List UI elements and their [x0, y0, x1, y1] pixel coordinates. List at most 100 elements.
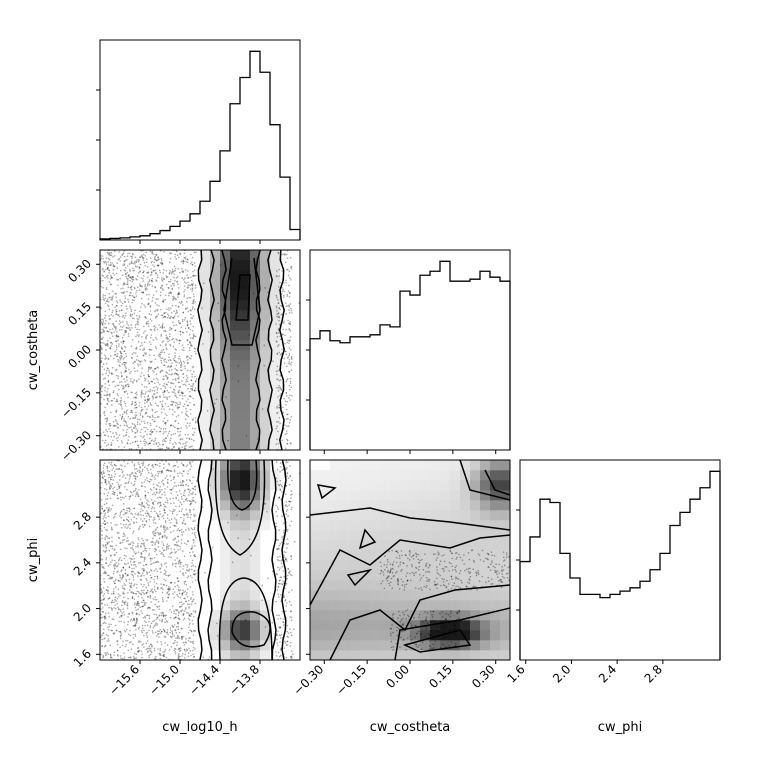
scatter-point [167, 376, 169, 379]
scatter-point [143, 542, 145, 544]
scatter-point [105, 262, 108, 264]
scatter-point [145, 287, 147, 289]
scatter-point [133, 379, 136, 381]
scatter-point [175, 632, 178, 634]
scatter-point [185, 650, 187, 652]
scatter-point [161, 471, 164, 474]
scatter-point [279, 634, 282, 637]
scatter-point [189, 288, 192, 290]
scatter-point [290, 520, 293, 523]
scatter-point [164, 358, 166, 360]
scatter-point [118, 403, 120, 405]
density-cell [320, 630, 331, 641]
scatter-point [161, 277, 163, 279]
scatter-point [105, 357, 108, 360]
scatter-point [135, 619, 138, 621]
density-cell [480, 590, 491, 601]
scatter-point [109, 653, 112, 656]
scatter-point [134, 625, 137, 628]
scatter-point [163, 422, 166, 424]
scatter-point [276, 633, 278, 635]
scatter-point [183, 610, 186, 612]
scatter-point [153, 328, 156, 330]
scatter-point [159, 430, 161, 433]
scatter-point [138, 463, 140, 466]
scatter-point [142, 585, 144, 588]
density-cell [250, 400, 261, 411]
density-cell [260, 440, 271, 451]
scatter-point [176, 312, 179, 314]
scatter-point [290, 349, 292, 351]
scatter-point [250, 554, 252, 557]
scatter-point [275, 443, 278, 445]
scatter-point [184, 653, 186, 656]
density-cell [440, 640, 451, 651]
scatter-point [152, 632, 154, 634]
density-cell [360, 590, 371, 601]
scatter-point [105, 394, 107, 397]
scatter-point [138, 649, 141, 652]
scatter-point [190, 598, 192, 600]
density-cell [370, 590, 381, 601]
scatter-point [282, 288, 284, 291]
scatter-point [120, 516, 123, 519]
density-cw_log10_h-vs-cw_phi [210, 460, 281, 661]
density-cell [430, 520, 441, 531]
scatter-point [141, 656, 143, 659]
scatter-point [113, 548, 116, 550]
scatter-point [121, 464, 123, 467]
scatter-point [186, 612, 188, 614]
scatter-point [176, 634, 179, 637]
scatter-point [191, 433, 194, 436]
scatter-point [276, 548, 279, 551]
scatter-point [141, 568, 144, 570]
scatter-point [276, 352, 278, 355]
scatter-point [285, 418, 288, 420]
density-cell [380, 610, 391, 621]
scatter-point [129, 417, 132, 420]
scatter-point [180, 427, 182, 429]
density-cell [230, 460, 241, 471]
scatter-point [122, 532, 125, 535]
scatter-point [191, 375, 193, 378]
density-cell [400, 650, 411, 661]
scatter-point [187, 343, 189, 346]
scatter-point [166, 447, 168, 450]
scatter-point [193, 295, 195, 298]
scatter-point [163, 269, 165, 271]
scatter-point [105, 445, 108, 447]
scatter-point [187, 499, 189, 502]
scatter-point [123, 508, 125, 511]
scatter-point [184, 327, 187, 330]
scatter-point [284, 400, 287, 402]
scatter-point [118, 485, 120, 488]
scatter-point [166, 338, 169, 340]
scatter-point [185, 424, 187, 427]
scatter-point [167, 478, 169, 481]
scatter-point [126, 518, 128, 521]
density-cell [210, 510, 221, 521]
scatter-point [190, 283, 193, 285]
scatter-point [117, 497, 120, 500]
scatter-point [166, 336, 168, 339]
scatter-point [184, 572, 187, 574]
scatter-point [153, 382, 156, 385]
density-cell [490, 650, 501, 661]
scatter-point [108, 423, 111, 425]
density-cell [390, 580, 401, 591]
density-cell [200, 270, 211, 281]
scatter-point [290, 442, 292, 445]
scatter-point [129, 557, 132, 560]
scatter-point [155, 430, 158, 433]
scatter-point [141, 447, 144, 449]
scatter-point [137, 514, 140, 516]
scatter-point [166, 526, 169, 529]
scatter-point [164, 615, 167, 617]
scatter-point [279, 555, 281, 558]
density-cell [440, 530, 451, 541]
scatter-point [173, 612, 175, 615]
scatter-point [286, 547, 288, 549]
scatter-point [168, 272, 171, 275]
scatter-point [176, 494, 179, 497]
scatter-point [128, 498, 131, 500]
